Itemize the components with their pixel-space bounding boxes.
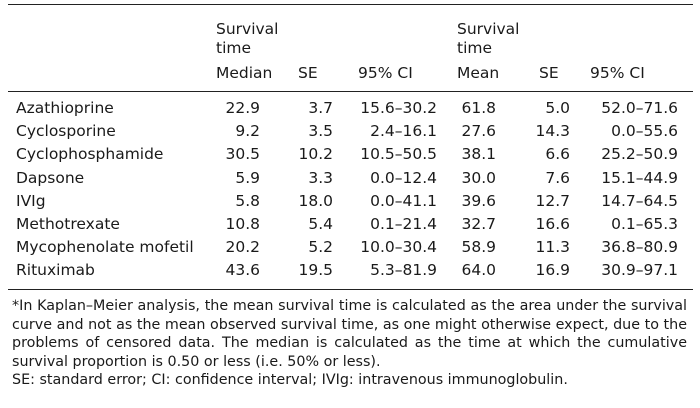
cell-ci-median: 5.3–81.9 [370, 261, 437, 280]
cell-ci-median: 2.4–16.1 [370, 122, 437, 141]
cell-median: 22.9 [225, 99, 260, 117]
header-median: Median [216, 64, 273, 82]
cell-mean: 64.0 [461, 261, 496, 280]
cell-se-median: 5.2 [308, 238, 333, 257]
cell-se-median: 19.5 [298, 261, 333, 280]
cell-median: 20.2 [225, 238, 260, 257]
cell-median: 5.9 [235, 168, 260, 187]
cell-se-median: 3.5 [308, 122, 333, 141]
cell-se-mean: 6.6 [545, 145, 570, 164]
cell-mean: 30.0 [461, 168, 496, 187]
cell-ci-median: 0.1–21.4 [370, 215, 437, 233]
header-se-left: SE [298, 64, 318, 82]
cell-mean: 61.8 [461, 99, 496, 117]
header-ci-left: 95% CI [358, 64, 413, 82]
cell-se-median: 3.7 [308, 99, 333, 117]
footnote-main: *In Kaplan–Meier analysis, the mean surv… [12, 298, 687, 370]
footnote-abbreviations: SE: standard error; CI: confidence inter… [12, 372, 568, 388]
cell-drug: Rituximab [16, 261, 95, 280]
cell-se-median: 5.4 [308, 215, 333, 233]
cell-mean: 38.1 [461, 145, 496, 164]
cell-ci-mean: 52.0–71.6 [601, 99, 678, 117]
cell-se-mean: 12.7 [535, 191, 570, 210]
cell-ci-median: 15.6–30.2 [360, 99, 437, 117]
header-survival-time-left: Survival time [216, 20, 279, 57]
cell-se-median: 3.3 [308, 168, 333, 187]
cell-ci-mean: 15.1–44.9 [601, 168, 678, 187]
cell-ci-mean: 36.8–80.9 [601, 238, 678, 257]
cell-se-median: 10.2 [298, 145, 333, 164]
cell-ci-median: 10.0–30.4 [360, 238, 437, 257]
cell-se-mean: 11.3 [535, 238, 570, 257]
cell-median: 30.5 [225, 145, 260, 164]
cell-ci-mean: 0.1–65.3 [611, 215, 678, 233]
header-se-right: SE [539, 64, 559, 82]
table-top-rule [8, 4, 693, 5]
cell-ci-mean: 14.7–64.5 [601, 191, 678, 210]
cell-mean: 27.6 [461, 122, 496, 141]
cell-ci-mean: 30.9–97.1 [601, 261, 678, 280]
cell-drug: Cyclosporine [16, 122, 116, 141]
cell-median: 10.8 [225, 215, 260, 233]
table-bottom-rule [8, 289, 693, 290]
header-survival-time-right: Survival time [457, 20, 520, 57]
cell-ci-median: 10.5–50.5 [360, 145, 437, 164]
cell-se-mean: 16.9 [535, 261, 570, 280]
cell-median: 9.2 [235, 122, 260, 141]
table-footnote: *In Kaplan–Meier analysis, the mean surv… [12, 297, 687, 390]
cell-ci-mean: 0.0–55.6 [611, 122, 678, 141]
cell-se-mean: 5.0 [545, 99, 570, 117]
cell-se-mean: 14.3 [535, 122, 570, 141]
cell-mean: 32.7 [461, 215, 496, 233]
cell-ci-mean: 25.2–50.9 [601, 145, 678, 164]
cell-ci-median: 0.0–41.1 [370, 191, 437, 210]
cell-ci-median: 0.0–12.4 [370, 168, 437, 187]
cell-se-median: 18.0 [298, 191, 333, 210]
cell-mean: 39.6 [461, 191, 496, 210]
header-ci-right: 95% CI [590, 64, 645, 82]
header-mean: Mean [457, 64, 500, 82]
cell-mean: 58.9 [461, 238, 496, 257]
cell-drug: Azathioprine [16, 99, 114, 117]
cell-median: 43.6 [225, 261, 260, 280]
cell-se-mean: 16.6 [535, 215, 570, 233]
cell-drug: IVIg [16, 191, 46, 210]
cell-drug: Mycophenolate mofetil [16, 238, 194, 257]
cell-median: 5.8 [235, 191, 260, 210]
cell-drug: Cyclophosphamide [16, 145, 164, 164]
cell-se-mean: 7.6 [545, 168, 570, 187]
table-header-rule [8, 91, 693, 92]
cell-drug: Methotrexate [16, 215, 120, 233]
cell-drug: Dapsone [16, 168, 85, 187]
